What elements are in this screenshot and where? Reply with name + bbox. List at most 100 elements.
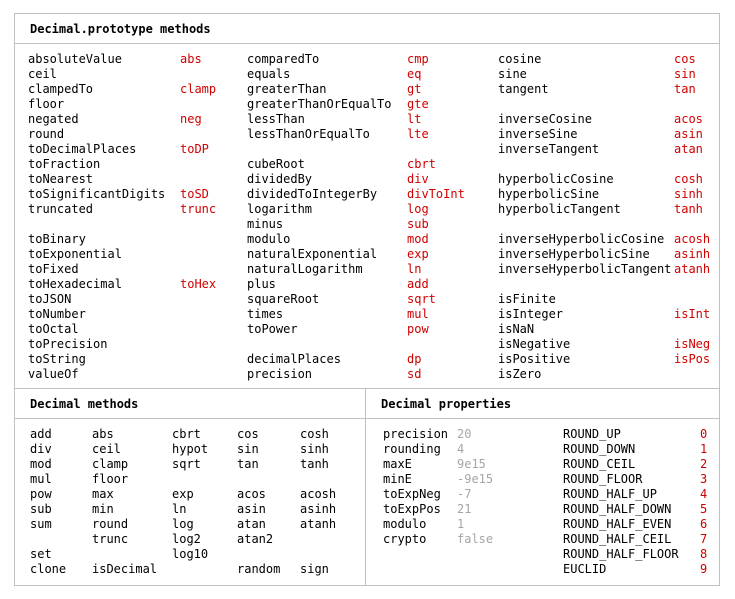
static-method-name[interactable]: sqrt (172, 457, 201, 471)
static-method-name[interactable]: sin (237, 442, 259, 456)
prototype-method-name[interactable]: toSignificantDigits (28, 187, 166, 201)
prototype-method-name[interactable]: clampedTo (28, 82, 94, 96)
prototype-method-name[interactable]: cosine (498, 52, 542, 66)
static-method-name[interactable]: tanh (300, 457, 329, 471)
static-method-name[interactable]: cos (237, 427, 259, 441)
prototype-method-name[interactable]: minus (247, 217, 284, 231)
prototype-method-name[interactable]: hyperbolicSine (498, 187, 600, 201)
static-method-name[interactable]: log10 (172, 547, 209, 561)
prototype-method-name[interactable]: inverseHyperbolicCosine (498, 232, 665, 246)
static-method-name[interactable]: clone (30, 562, 67, 576)
prototype-method-name[interactable]: greaterThan (247, 82, 327, 96)
static-method-name[interactable]: random (237, 562, 281, 576)
rounding-mode-name[interactable]: ROUND_HALF_FLOOR (563, 547, 679, 561)
config-property-name[interactable]: crypto (383, 532, 427, 546)
rounding-mode-name[interactable]: ROUND_FLOOR (563, 472, 643, 486)
static-method-name[interactable]: clamp (92, 457, 129, 471)
static-method-name[interactable]: sub (30, 502, 52, 516)
rounding-mode-name[interactable]: ROUND_HALF_DOWN (563, 502, 672, 516)
prototype-method-name[interactable]: comparedTo (247, 52, 320, 66)
prototype-method-name[interactable]: ceil (28, 67, 57, 81)
prototype-method-name[interactable]: modulo (247, 232, 291, 246)
rounding-mode-name[interactable]: EUCLID (563, 562, 607, 576)
static-method-name[interactable]: mod (30, 457, 52, 471)
static-method-name[interactable]: tan (237, 457, 259, 471)
prototype-method-name[interactable]: inverseHyperbolicTangent (498, 262, 672, 276)
prototype-method-name[interactable]: isNaN (498, 322, 535, 336)
prototype-method-name[interactable]: decimalPlaces (247, 352, 341, 366)
prototype-method-name[interactable]: inverseSine (498, 127, 578, 141)
rounding-mode-name[interactable]: ROUND_HALF_CEIL (563, 532, 672, 546)
prototype-method-name[interactable]: toNumber (28, 307, 86, 321)
prototype-method-name[interactable]: isInteger (498, 307, 564, 321)
static-method-name[interactable]: log (172, 517, 194, 531)
prototype-method-name[interactable]: toExponential (28, 247, 122, 261)
prototype-method-name[interactable]: tangent (498, 82, 549, 96)
static-method-name[interactable]: asinh (300, 502, 337, 516)
static-method-name[interactable]: pow (30, 487, 52, 501)
prototype-method-name[interactable]: toDecimalPlaces (28, 142, 137, 156)
static-method-name[interactable]: ceil (92, 442, 121, 456)
prototype-method-name[interactable]: logarithm (247, 202, 313, 216)
static-method-name[interactable]: mul (30, 472, 52, 486)
static-method-name[interactable]: hypot (172, 442, 209, 456)
config-property-name[interactable]: toExpNeg (383, 487, 441, 501)
config-property-name[interactable]: toExpPos (383, 502, 441, 516)
prototype-method-name[interactable]: dividedToIntegerBy (247, 187, 378, 201)
static-method-name[interactable]: floor (92, 472, 129, 486)
prototype-method-name[interactable]: sine (498, 67, 527, 81)
static-method-name[interactable]: min (92, 502, 114, 516)
static-method-name[interactable]: atan (237, 517, 266, 531)
static-method-name[interactable]: sign (300, 562, 329, 576)
static-method-name[interactable]: abs (92, 427, 114, 441)
config-property-name[interactable]: modulo (383, 517, 427, 531)
prototype-method-name[interactable]: dividedBy (247, 172, 313, 186)
prototype-method-name[interactable]: floor (28, 97, 65, 111)
static-method-name[interactable]: acos (237, 487, 266, 501)
prototype-method-name[interactable]: isNegative (498, 337, 571, 351)
static-method-name[interactable]: exp (172, 487, 194, 501)
config-property-name[interactable]: minE (383, 472, 412, 486)
prototype-method-name[interactable]: precision (247, 367, 313, 381)
static-method-name[interactable]: cosh (300, 427, 329, 441)
prototype-method-name[interactable]: toNearest (28, 172, 94, 186)
prototype-method-name[interactable]: toPower (247, 322, 298, 336)
prototype-method-name[interactable]: greaterThanOrEqualTo (247, 97, 392, 111)
prototype-method-name[interactable]: toJSON (28, 292, 72, 306)
prototype-method-name[interactable]: isFinite (498, 292, 556, 306)
prototype-method-name[interactable]: times (247, 307, 284, 321)
static-method-name[interactable]: sum (30, 517, 52, 531)
static-method-name[interactable]: asin (237, 502, 266, 516)
static-method-name[interactable]: set (30, 547, 52, 561)
config-property-name[interactable]: rounding (383, 442, 441, 456)
prototype-method-name[interactable]: hyperbolicTangent (498, 202, 621, 216)
rounding-mode-name[interactable]: ROUND_CEIL (563, 457, 636, 471)
prototype-method-name[interactable]: cubeRoot (247, 157, 305, 171)
static-method-name[interactable]: log2 (172, 532, 201, 546)
static-method-name[interactable]: trunc (92, 532, 129, 546)
static-method-name[interactable]: isDecimal (92, 562, 158, 576)
prototype-method-name[interactable]: toOctal (28, 322, 79, 336)
rounding-mode-name[interactable]: ROUND_HALF_EVEN (563, 517, 672, 531)
static-method-name[interactable]: atanh (300, 517, 337, 531)
static-method-name[interactable]: atan2 (237, 532, 274, 546)
prototype-method-name[interactable]: isPositive (498, 352, 571, 366)
static-method-name[interactable]: sinh (300, 442, 329, 456)
prototype-method-name[interactable]: round (28, 127, 65, 141)
prototype-method-name[interactable]: toFraction (28, 157, 101, 171)
static-method-name[interactable]: cbrt (172, 427, 201, 441)
prototype-method-name[interactable]: plus (247, 277, 276, 291)
prototype-method-name[interactable]: toPrecision (28, 337, 108, 351)
prototype-method-name[interactable]: toHexadecimal (28, 277, 122, 291)
static-method-name[interactable]: add (30, 427, 52, 441)
prototype-method-name[interactable]: hyperbolicCosine (498, 172, 614, 186)
prototype-method-name[interactable]: lessThanOrEqualTo (247, 127, 370, 141)
config-property-name[interactable]: maxE (383, 457, 412, 471)
prototype-method-name[interactable]: toString (28, 352, 86, 366)
prototype-method-name[interactable]: isZero (498, 367, 542, 381)
prototype-method-name[interactable]: truncated (28, 202, 94, 216)
prototype-method-name[interactable]: valueOf (28, 367, 79, 381)
prototype-method-name[interactable]: squareRoot (247, 292, 320, 306)
rounding-mode-name[interactable]: ROUND_UP (563, 427, 621, 441)
rounding-mode-name[interactable]: ROUND_HALF_UP (563, 487, 657, 501)
